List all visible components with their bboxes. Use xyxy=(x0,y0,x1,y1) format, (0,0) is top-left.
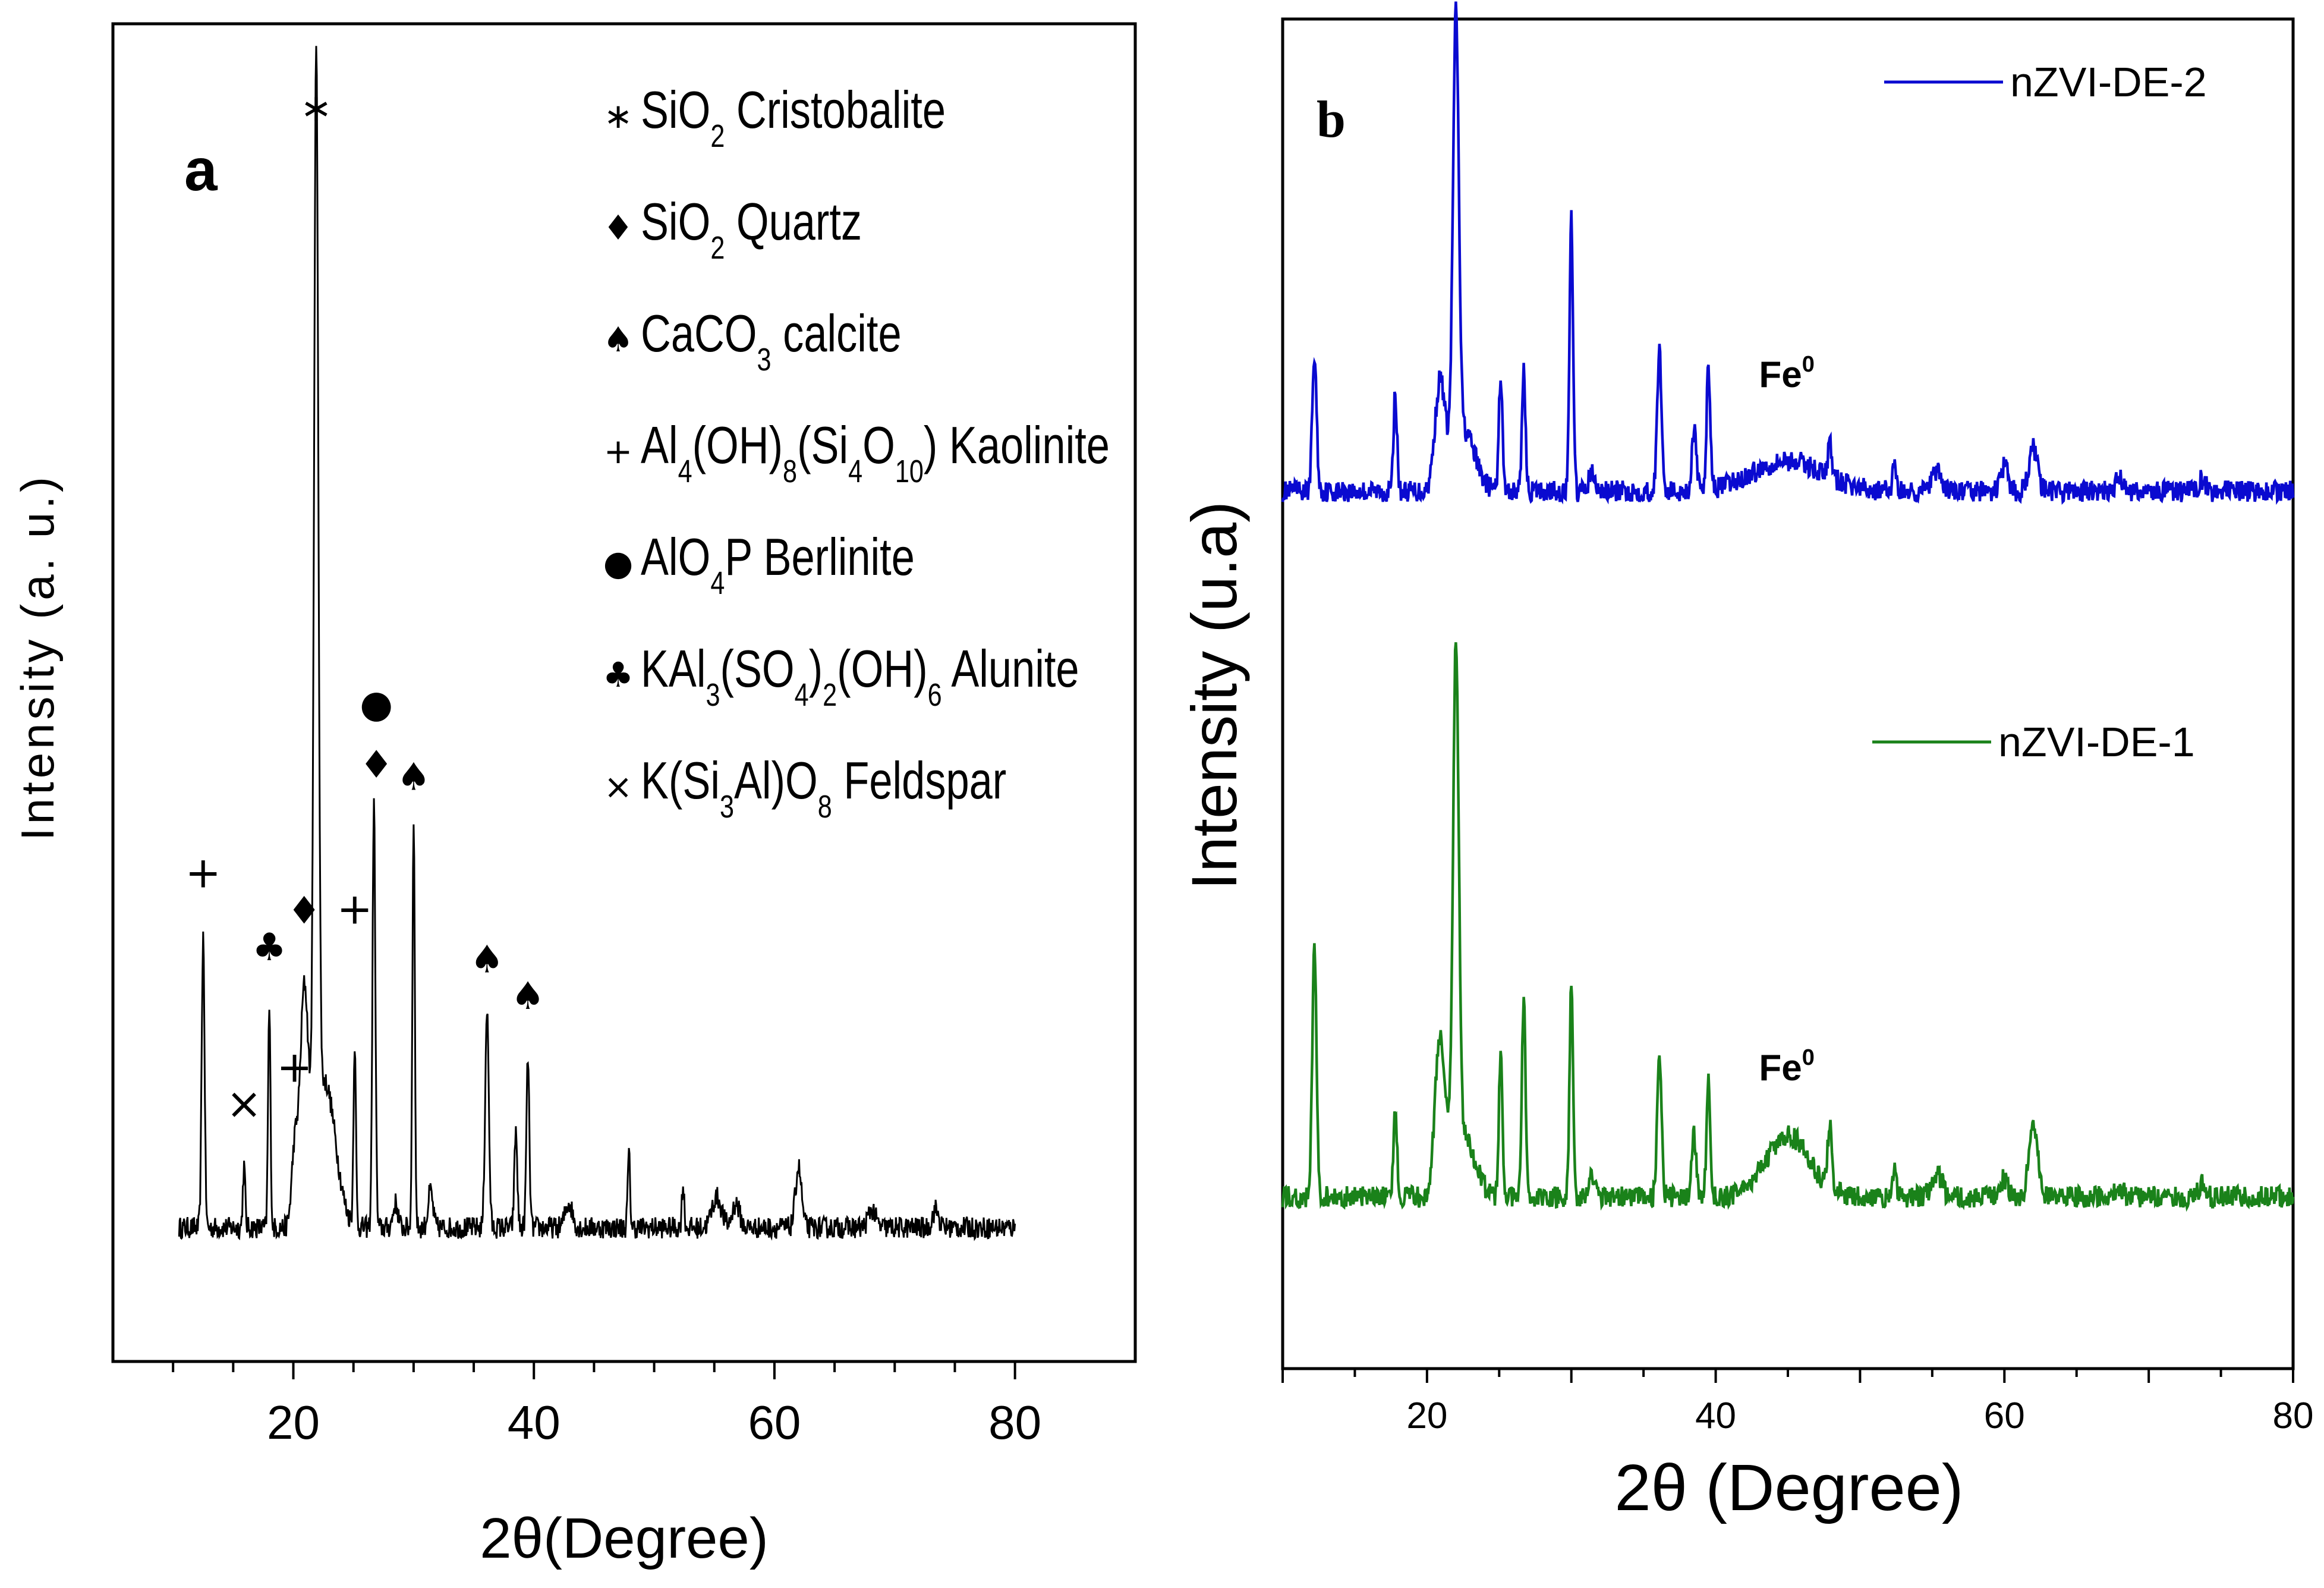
panel-a-peak-marker: ♠ xyxy=(511,974,544,1018)
panel-a-x-axis-label: 2θ(Degree) xyxy=(480,1507,769,1570)
panel-a-legend-symbol: ♦ xyxy=(603,207,634,248)
panel-a: a 20 40 60 80 2θ(Degree) Intensity (a. u.) … xyxy=(11,22,1137,1570)
panel-b-fe0-label: Fe0 xyxy=(1759,1045,1815,1089)
panel-b-y-axis-label: Intensity (u.a) xyxy=(1178,501,1250,890)
panel-a-peak-marker: ● xyxy=(360,683,393,727)
panel-a-legend-symbol: ● xyxy=(603,543,634,583)
panel-a-x-axis: 20 40 60 80 xyxy=(172,1361,1041,1449)
panel-a-legend-label: AlO4P Berlinite xyxy=(641,527,915,601)
panel-a-legend-symbol: ♣ xyxy=(603,655,634,695)
panel-a-peak-marker: ∗ xyxy=(300,87,332,131)
panel-a-legend-label: SiO2 Quartz xyxy=(641,192,862,266)
panel-b: b 20 40 60 80 2θ (Degree) Intensity (u.a) F… xyxy=(1178,1,2314,1524)
panel-a-legend-label: K(Si3Al)O8 Feldspar xyxy=(641,751,1006,825)
panel-b-legend-label: nZVI-DE-1 xyxy=(1998,719,2195,765)
panel-b-frame xyxy=(1281,17,2295,1370)
panel-a-series xyxy=(178,46,1016,1241)
panel-a-legend-symbol: × xyxy=(604,766,633,807)
panel-b-x-axis-label: 2θ (Degree) xyxy=(1615,1451,1964,1524)
panel-a-peak-marker: ♦ xyxy=(359,743,393,787)
panel-b-series-line xyxy=(1281,642,2295,1212)
panel-a-peak-marker: + xyxy=(337,884,373,934)
panel-a-peak-markers: +×♣+♦∗+●♦ ♠♠♠ xyxy=(185,87,545,1128)
panel-b-series xyxy=(1281,1,2295,1212)
panel-a-y-axis-label: Intensity (a. u.) xyxy=(11,473,64,841)
panel-b-label: b xyxy=(1317,91,1346,149)
panel-a-legend-label: SiO2 Cristobalite xyxy=(641,80,946,154)
panel-a-peak-marker: ♣ xyxy=(252,926,286,970)
panel-a-peak-marker: ♠ xyxy=(396,756,430,800)
panel-a-legend-symbol: ♠ xyxy=(603,319,634,360)
panel-b-annotations: Fe0 Fe0 xyxy=(1759,352,1815,1089)
panel-b-x-tick-label: 80 xyxy=(2273,1395,2314,1436)
panel-b-legend: nZVI-DE-2 nZVI-DE-1 xyxy=(1872,59,2207,765)
panel-a-peak-marker: + xyxy=(276,1042,312,1092)
panel-a-peak-marker: + xyxy=(185,847,221,897)
panel-a-legend-label: KAl3(SO4)2(OH)6 Alunite xyxy=(641,639,1079,713)
panel-a-peak-marker: × xyxy=(226,1078,262,1128)
panel-a-x-tick-label: 60 xyxy=(748,1396,801,1449)
panel-a-legend-symbol: + xyxy=(604,431,633,471)
panel-a-series-line xyxy=(178,46,1016,1241)
panel-a-legend-label: Al4(OH)8(Si4O10) Kaolinite xyxy=(641,416,1110,489)
panel-b-x-tick-label: 40 xyxy=(1695,1395,1736,1436)
panel-a-x-tick-label: 40 xyxy=(508,1396,560,1449)
panel-b-x-tick-label: 60 xyxy=(1984,1395,2025,1436)
panel-a-frame xyxy=(111,22,1137,1363)
panel-b-x-tick-label: 20 xyxy=(1406,1395,1447,1436)
panel-a-x-tick-label: 20 xyxy=(267,1396,320,1449)
panel-a-peak-marker: ♦ xyxy=(287,889,321,933)
panel-a-legend-label: CaCO3 calcite xyxy=(641,304,902,378)
panel-a-peak-marker: ♠ xyxy=(470,938,504,982)
panel-b-series-line xyxy=(1281,1,2295,505)
panel-b-x-axis: 20 40 60 80 xyxy=(1281,1369,2314,1436)
panel-a-x-tick-label: 80 xyxy=(988,1396,1041,1449)
panel-a-label: a xyxy=(184,137,218,203)
panel-a-legend: ∗ SiO2 Cristobalite ♦ SiO2 Quartz ♠ CaCO3 cal… xyxy=(603,80,1110,825)
panel-a-legend-symbol: ∗ xyxy=(604,96,633,136)
panel-b-legend-label: nZVI-DE-2 xyxy=(2010,59,2207,105)
panel-b-fe0-label: Fe0 xyxy=(1759,352,1815,395)
